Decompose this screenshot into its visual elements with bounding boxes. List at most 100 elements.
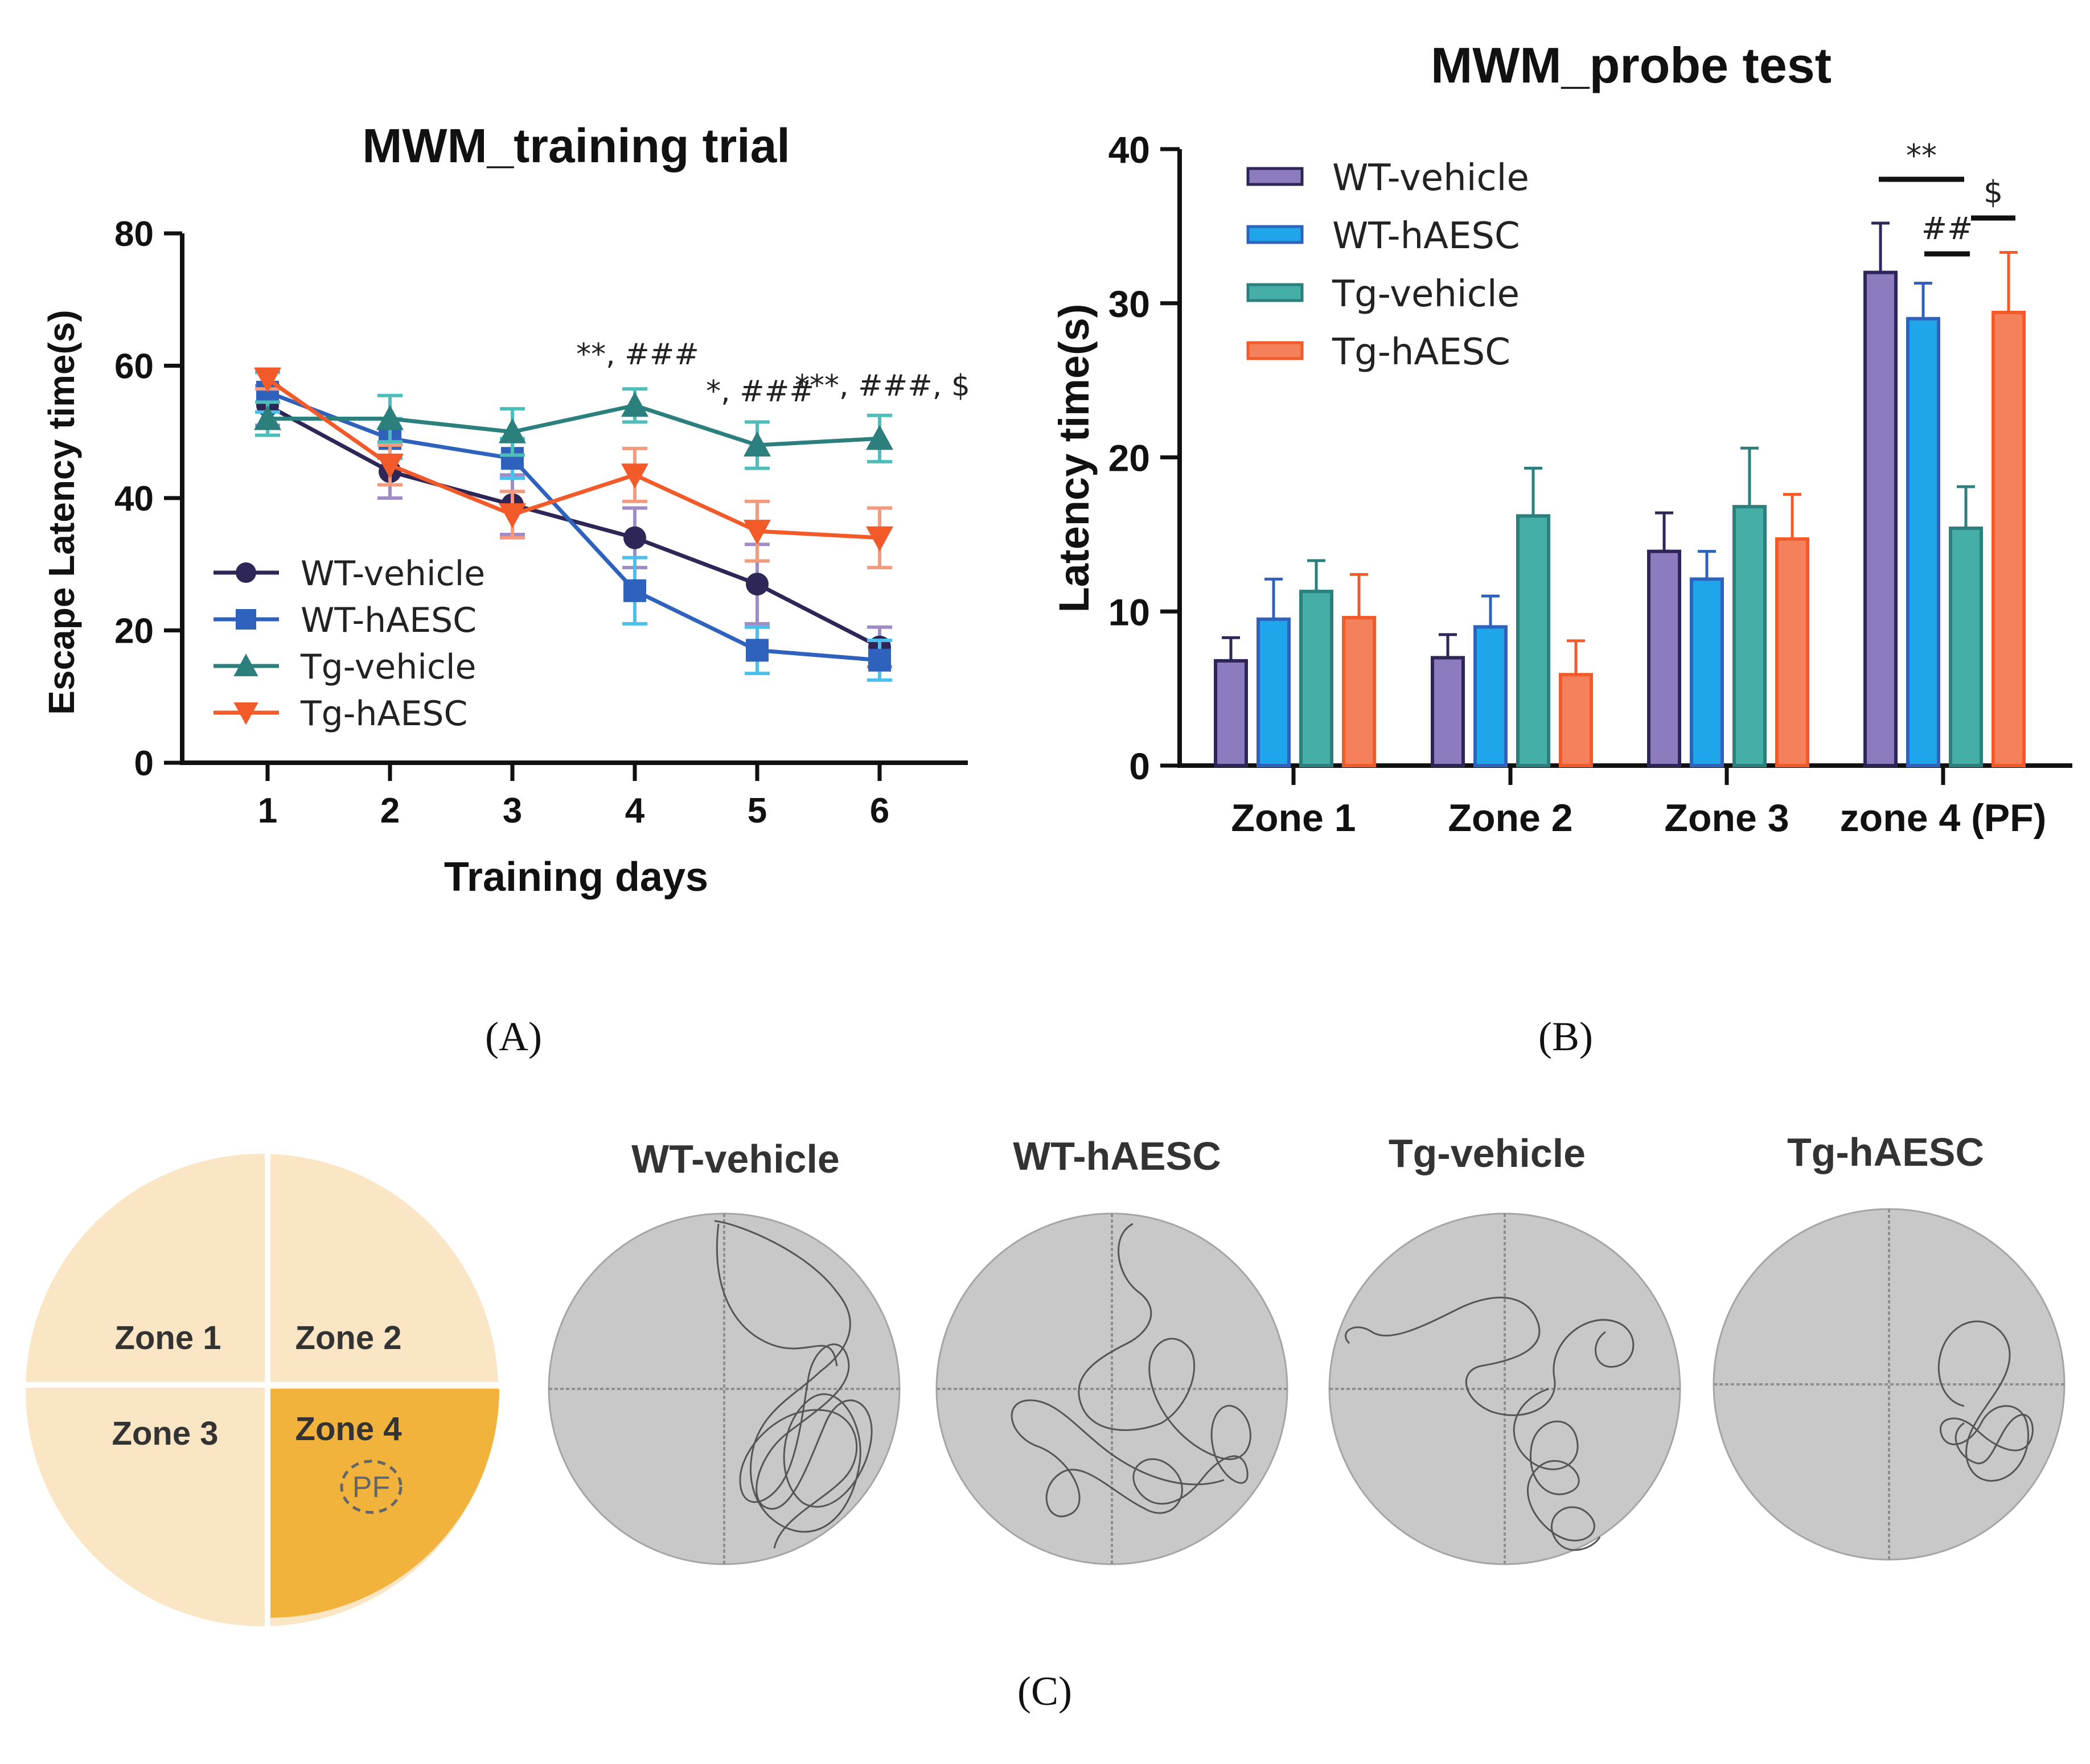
marker-square: [868, 648, 891, 672]
zone-1-label: Zone 1: [115, 1319, 221, 1356]
marker-square: [236, 609, 256, 630]
swim-track-tg-vehicle: [1328, 1212, 1681, 1565]
bar: [1473, 625, 1508, 767]
swim-path: [1937, 1321, 2034, 1482]
y-tick-label: 80: [114, 215, 154, 254]
marker-triangle-up: [866, 425, 893, 450]
bar: [1342, 616, 1376, 767]
series-tg-vehicle: [254, 387, 893, 470]
swim-path: [1345, 1297, 1635, 1551]
marker-triangle-down: [254, 367, 281, 393]
panel-c-maze-schematic: Zone 1 Zone 2 Zone 3 Zone 4 PF WT-vehicl…: [17, 1127, 2066, 1714]
track-title-wt-vehicle: WT-vehicle: [631, 1137, 840, 1181]
panel-c-label: (C): [1017, 1668, 1072, 1714]
legend-item: WT-vehicle: [1246, 157, 1529, 199]
bar-series-tg-vehicle: [1299, 446, 1983, 767]
legend-label: Tg-hAESC: [1332, 331, 1510, 373]
track-title-wt-haesc: WT-hAESC: [1013, 1134, 1221, 1178]
swim-path: [716, 1223, 838, 1367]
swim-track-wt-haesc: [935, 1212, 1288, 1565]
series-line: [266, 404, 881, 649]
swim-path: [1011, 1223, 1251, 1518]
marker-triangle-up: [499, 418, 526, 443]
x-tick-label: 4: [625, 791, 645, 830]
legend-item: Tg-vehicle: [213, 647, 476, 687]
zone-4-quadrant: [270, 1389, 499, 1618]
bar: [1690, 577, 1724, 768]
significance-text: $: [1984, 174, 2003, 210]
chart-a-title: MWM_training trial: [362, 119, 790, 172]
x-tick-label: zone 4 (PF): [1840, 796, 2047, 840]
y-tick-label: 40: [114, 479, 154, 519]
legend-swatch: [1246, 341, 1304, 360]
x-tick-label: Zone 3: [1664, 796, 1789, 840]
marker-triangle-down: [499, 503, 526, 529]
legend-item: WT-hAESC: [1246, 215, 1520, 257]
bar: [1647, 549, 1681, 767]
legend-label: Tg-hAESC: [300, 694, 467, 734]
marker-triangle-down: [866, 526, 893, 552]
bar: [1775, 537, 1809, 767]
chart-a-series: [254, 367, 893, 682]
series-line: [268, 403, 880, 447]
bar: [1214, 659, 1248, 768]
bar-series-wt-haesc: [1257, 282, 1940, 768]
marker-triangle-up: [744, 431, 771, 457]
zone-diagram: Zone 1 Zone 2 Zone 3 Zone 4 PF: [17, 1127, 512, 1651]
chart-a-y-axis-label: Escape Latency time(s): [41, 310, 82, 714]
marker-triangle-down: [376, 453, 404, 479]
legend-label: Tg-vehicle: [1332, 273, 1520, 315]
marker-triangle-up: [233, 653, 258, 676]
chart-b-ticks: 0 10 20 30 40 Zone 1 Zone 2 Zone 3 zone 4 (PF): [1108, 129, 2047, 840]
chart-b-bars: [1214, 221, 2026, 768]
significance-annotation: *, ###: [706, 375, 814, 409]
legend-swatch: [1246, 167, 1304, 186]
chart-a-axes: [180, 233, 968, 765]
chart-a-annotations: **, ###*, ###***, ###, $: [576, 338, 970, 409]
significance-text: ##: [1921, 211, 1973, 246]
legend-label: WT-vehicle: [1332, 157, 1529, 199]
marker-circle: [623, 526, 646, 549]
panel-b-bar-chart: MWM_probe test Latency time(s) 0 10 20 30 40…: [1050, 37, 2072, 1059]
legend-item: Tg-vehicle: [1246, 273, 1520, 315]
chart-b-y-axis-label: Latency time(s): [1050, 304, 1098, 613]
y-tick-label: 0: [134, 744, 154, 783]
marker-triangle-up: [376, 405, 404, 430]
bar: [1863, 270, 1898, 768]
bar: [1299, 590, 1333, 767]
zone-2-label: Zone 2: [295, 1319, 402, 1356]
marker-triangle-up: [621, 392, 648, 417]
marker-triangle-down: [621, 463, 648, 489]
marker-triangle-down: [744, 520, 771, 545]
legend-label: WT-hAESC: [301, 601, 477, 640]
bar: [1257, 617, 1291, 767]
swim-track-wt-vehicle: [548, 1212, 901, 1565]
y-tick-label: 40: [1108, 129, 1150, 171]
bar: [1431, 656, 1465, 767]
swim-path: [714, 1220, 873, 1549]
chart-a-ticks: 0 20 40 60 80 1 2 3 4 5 6: [114, 215, 889, 830]
zone-4-label: Zone 4: [295, 1411, 402, 1448]
x-tick-label: 1: [258, 791, 277, 830]
significance-marker: ##: [1921, 211, 1973, 257]
legend-item: Tg-hAESC: [213, 694, 467, 734]
pf-label: PF: [352, 1471, 390, 1504]
marker-triangle-down: [233, 702, 258, 725]
x-tick-label: Zone 2: [1448, 796, 1572, 840]
x-tick-label: 2: [380, 791, 400, 830]
panel-b-label: (B): [1538, 1014, 1593, 1059]
chart-b-significance: ** ## $: [1879, 138, 2015, 257]
bar-series-tg-haesc: [1342, 250, 2026, 767]
marker-square: [623, 579, 646, 602]
legend-item: WT-vehicle: [213, 554, 485, 594]
track-title-tg-vehicle: Tg-vehicle: [1389, 1131, 1586, 1175]
marker-circle: [746, 573, 769, 596]
series-line: [266, 390, 880, 663]
panel-a-line-chart: MWM_training trial Escape Latency time(s…: [41, 119, 970, 1059]
series-tg-haesc: [254, 367, 893, 570]
x-tick-label: 3: [503, 791, 522, 830]
bar: [1906, 316, 1940, 767]
y-tick-label: 20: [114, 612, 154, 651]
legend-label: Tg-vehicle: [300, 647, 476, 687]
